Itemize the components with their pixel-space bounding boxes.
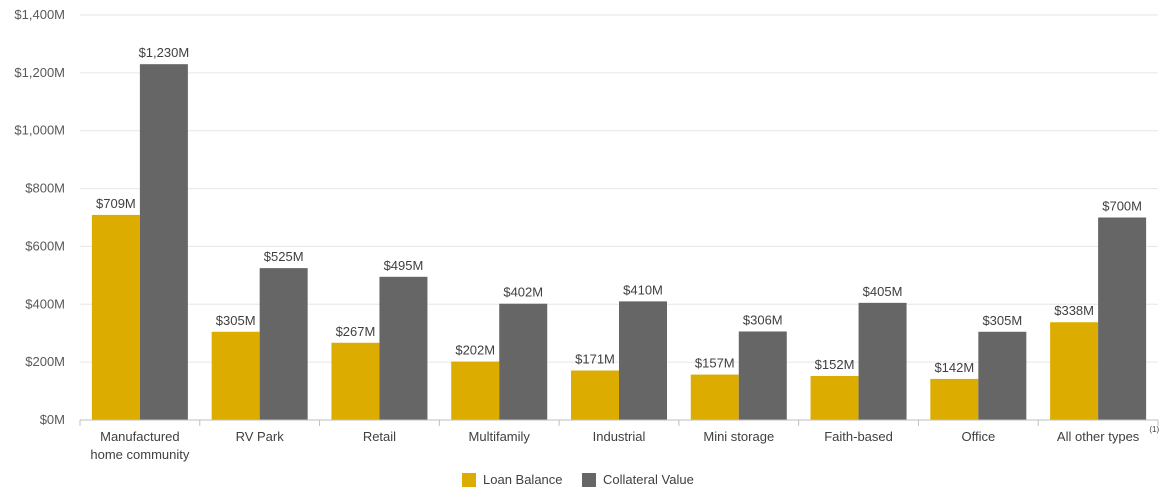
footnote-marker: (1): [1149, 425, 1159, 434]
y-tick-label: $600M: [25, 238, 65, 253]
x-category-label-line: Retail: [363, 429, 396, 444]
data-label: $338M: [1054, 303, 1094, 318]
bar-collateral-value: [379, 276, 428, 420]
bar-loan-balance: [690, 374, 739, 420]
bar-loan-balance: [451, 361, 500, 420]
x-category-label-line: Mini storage: [703, 429, 774, 444]
data-labels: $709M $1,230M $305M $525M $267M $495M $202M $40…: [96, 45, 1142, 375]
data-label: $410M: [623, 282, 663, 297]
x-category-label-line: Industrial: [593, 429, 646, 444]
data-label: $709M: [96, 196, 136, 211]
x-category-label-line: Faith-based: [824, 429, 893, 444]
data-label: $700M: [1102, 199, 1142, 214]
bar-collateral-value: [139, 64, 188, 420]
data-label: $267M: [336, 324, 376, 339]
x-category-label: Faith-based: [824, 429, 893, 444]
data-label: $142M: [934, 360, 974, 375]
x-category-label: Manufactured home community: [90, 429, 189, 462]
x-category-label-line: Multifamily: [469, 429, 531, 444]
legend: Loan Balance Collateral Value: [462, 472, 694, 487]
y-tick-label: $400M: [25, 296, 65, 311]
bar-loan-balance: [211, 331, 260, 420]
data-label: $402M: [503, 285, 543, 300]
bar-loan-balance: [1050, 322, 1099, 420]
x-category-label-line: home community: [90, 447, 189, 462]
y-tick-label: $200M: [25, 354, 65, 369]
bar-collateral-value: [858, 302, 907, 420]
bar-loan-balance: [810, 376, 859, 420]
legend-label: Loan Balance: [483, 472, 563, 487]
data-label: $495M: [384, 258, 424, 273]
x-category-label: Multifamily: [469, 429, 531, 444]
bar-collateral-value: [259, 268, 308, 420]
y-tick-label: $1,400M: [14, 7, 65, 22]
data-label: $152M: [815, 357, 855, 372]
x-category-label-line: All other types: [1057, 429, 1140, 444]
data-label: $171M: [575, 352, 615, 367]
data-label: $1,230M: [139, 45, 190, 60]
x-category-label-line: RV Park: [236, 429, 285, 444]
legend-swatch: [582, 473, 596, 487]
bar-collateral-value: [619, 301, 667, 420]
bar-loan-balance: [331, 342, 380, 420]
data-label: $525M: [264, 249, 304, 264]
data-label: $202M: [455, 343, 495, 358]
y-tick-label: $1,200M: [14, 65, 65, 80]
y-tick-label: $0M: [40, 412, 65, 427]
x-category-label: All other types: [1057, 429, 1140, 444]
x-category-label: Retail: [363, 429, 396, 444]
bar-loan-balance: [930, 378, 979, 420]
bar-loan-balance: [571, 370, 619, 420]
data-label: $405M: [863, 284, 903, 299]
bar-collateral-value: [499, 303, 548, 420]
y-tick-label: $800M: [25, 181, 65, 196]
bar-collateral-value: [978, 331, 1027, 420]
data-label: $305M: [216, 313, 256, 328]
x-category-label-line: Manufactured: [100, 429, 180, 444]
y-tick-label: $1,000M: [14, 123, 65, 138]
bars: [91, 64, 1147, 420]
x-category-label-line: Office: [961, 429, 995, 444]
data-label: $157M: [695, 356, 735, 371]
x-category-label: Office: [961, 429, 995, 444]
bar-collateral-value: [1098, 217, 1147, 420]
x-axis: Manufactured home community RV Park Retail M…: [79, 419, 1159, 462]
legend-label: Collateral Value: [603, 472, 694, 487]
data-label: $305M: [982, 313, 1022, 328]
x-category-label: Industrial: [593, 429, 646, 444]
data-label: $306M: [743, 312, 783, 327]
x-category-label: RV Park: [236, 429, 285, 444]
x-category-label: Mini storage: [703, 429, 774, 444]
bar-collateral-value: [738, 331, 787, 420]
y-axis-ticks: $0M $200M $400M $600M $800M $1,000M $1,200M $1,…: [14, 7, 65, 427]
legend-swatch: [462, 473, 476, 487]
bar-loan-balance: [91, 214, 140, 420]
